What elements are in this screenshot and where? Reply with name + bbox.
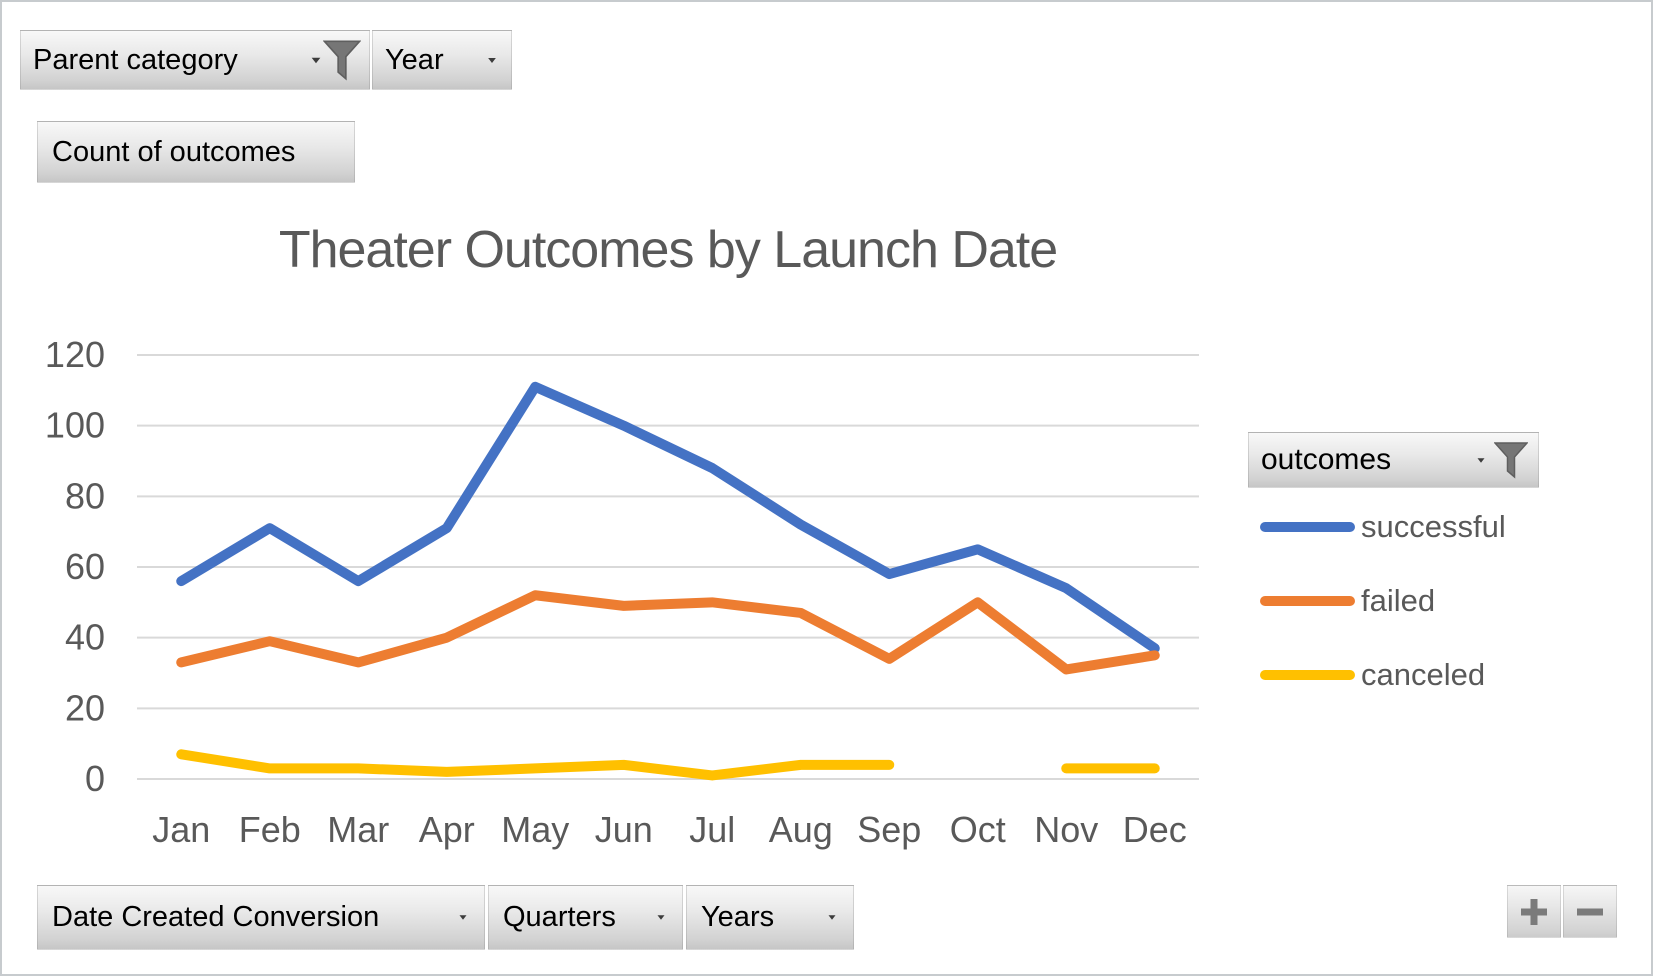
x-tick-label-oct: Oct — [950, 809, 1006, 850]
axis-field-button-date-created-conversion[interactable]: Date Created Conversion — [37, 885, 485, 950]
parent-category-label: Parent category — [33, 43, 238, 76]
y-tick-label: 80 — [65, 475, 105, 516]
legend-item-canceled[interactable]: canceled — [1260, 638, 1506, 712]
x-tick-label-may: May — [501, 809, 569, 850]
chevron-down-icon — [488, 57, 496, 63]
y-tick-label: 100 — [45, 405, 105, 446]
x-tick-label-mar: Mar — [327, 809, 389, 850]
x-tick-label-sep: Sep — [857, 809, 921, 850]
legend-field-label: outcomes — [1261, 443, 1392, 476]
x-tick-label-feb: Feb — [239, 809, 301, 850]
x-tick-label-jan: Jan — [152, 809, 210, 850]
axis-field-button-quarters[interactable]: Quarters — [488, 885, 683, 950]
x-tick-label-jul: Jul — [689, 809, 735, 850]
filter-funnel-icon — [323, 40, 361, 81]
chevron-down-icon — [311, 57, 321, 63]
x-tick-label-jun: Jun — [595, 809, 653, 850]
x-tick-label-apr: Apr — [419, 809, 475, 850]
legend-item-successful[interactable]: successful — [1260, 490, 1506, 564]
x-tick-label-dec: Dec — [1123, 809, 1187, 850]
y-tick-label: 60 — [65, 546, 105, 587]
x-tick-label-aug: Aug — [769, 809, 833, 850]
y-tick-label: 40 — [65, 617, 105, 658]
filter-funnel-icon — [1494, 442, 1528, 479]
legend-field-button-outcomes[interactable]: outcomes — [1248, 432, 1539, 488]
axis-field-label: Quarters — [503, 901, 616, 933]
y-tick-label: 0 — [85, 758, 105, 799]
parent-category-filter-button[interactable]: Parent category — [20, 30, 370, 90]
series-line-successful[interactable] — [176, 381, 1160, 654]
year-label: Year — [385, 43, 444, 76]
chevron-down-icon — [657, 915, 665, 920]
legend-label: successful — [1361, 509, 1506, 544]
values-field-button[interactable]: Count of outcomes — [37, 121, 355, 183]
legend-label: canceled — [1361, 657, 1486, 692]
series-line-failed[interactable] — [176, 590, 1160, 675]
axis-field-label: Years — [701, 901, 775, 933]
chevron-down-icon — [1477, 457, 1485, 463]
legend-swatch-successful — [1260, 522, 1355, 532]
values-field-label: Count of outcomes — [52, 135, 296, 168]
legend-swatch-canceled — [1260, 670, 1355, 680]
chevron-down-icon — [459, 915, 467, 920]
series-line-canceled[interactable] — [176, 749, 895, 781]
axis-field-label: Date Created Conversion — [52, 901, 380, 933]
y-tick-label: 120 — [45, 334, 105, 375]
plus-icon — [1521, 898, 1547, 925]
drill-down-plus-button[interactable] — [1507, 885, 1561, 938]
chevron-down-icon — [828, 915, 836, 920]
legend-swatch-failed — [1260, 596, 1355, 606]
y-tick-label: 20 — [65, 687, 105, 728]
line-chart: 0 20 40 60 80 100 120 Jan Feb Mar Apr May Jun Jul Aug S… — [45, 334, 1199, 850]
minus-icon — [1577, 908, 1603, 915]
legend-label: failed — [1361, 583, 1436, 618]
drill-up-minus-button[interactable] — [1563, 885, 1617, 938]
legend-item-failed[interactable]: failed — [1260, 564, 1506, 638]
axis-field-button-years[interactable]: Years — [686, 885, 854, 950]
x-tick-label-nov: Nov — [1034, 809, 1098, 850]
year-filter-button[interactable]: Year — [372, 30, 512, 90]
chart-title[interactable]: Theater Outcomes by Launch Date — [278, 221, 1058, 279]
chart-legend: successful failed canceled — [1260, 490, 1506, 712]
